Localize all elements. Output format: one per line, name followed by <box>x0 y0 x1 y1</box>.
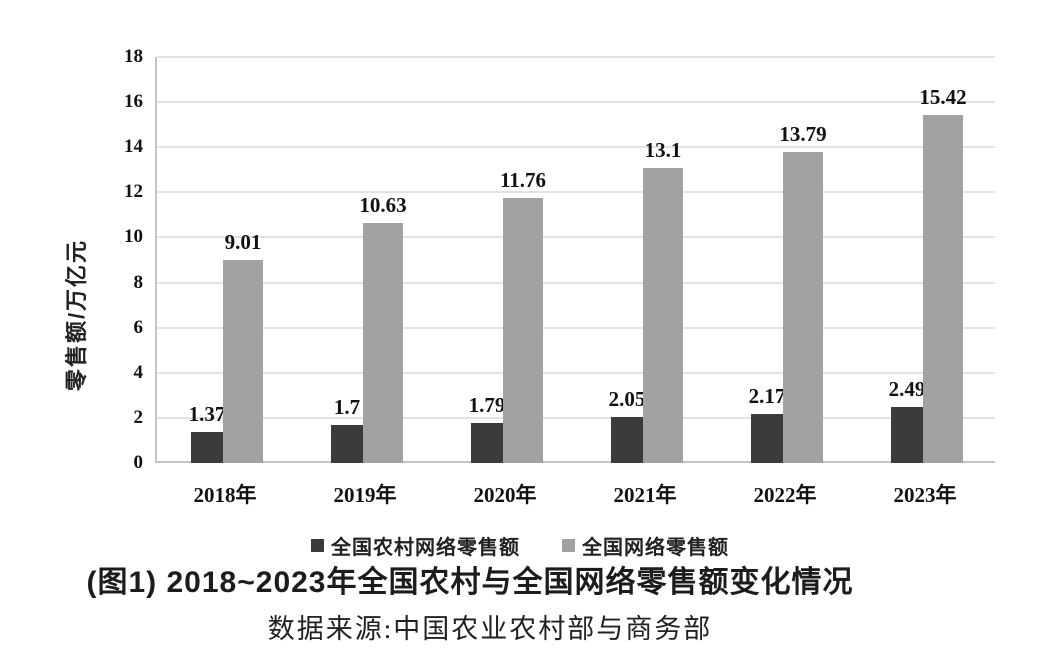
legend-item-全国农村网络零售额: 全国农村网络零售额 <box>311 531 520 560</box>
x-tick-label-2023年: 2023年 <box>893 483 957 507</box>
bar-value-label: 1.37 <box>188 402 226 426</box>
y-tick-label: 6 <box>133 316 144 338</box>
bar-value-label: 2.49 <box>888 377 926 401</box>
bar-全国网络零售额-2018年 <box>223 260 263 463</box>
gridline <box>157 191 995 194</box>
bar-value-label: 10.63 <box>359 193 407 217</box>
x-tick-label-2020年: 2020年 <box>473 483 537 507</box>
x-tick-label-2019年: 2019年 <box>333 483 397 507</box>
y-tick-label: 8 <box>133 271 144 293</box>
y-axis-title-wrap: 零售额/万亿元 <box>52 215 98 415</box>
x-tick-label-2022年: 2022年 <box>753 483 817 507</box>
bar-value-label: 1.79 <box>468 393 506 417</box>
bar-全国网络零售额-2019年 <box>363 223 403 463</box>
legend-swatch-icon <box>562 539 575 552</box>
bar-value-label: 9.01 <box>224 230 262 254</box>
bar-group-2020年: 1.79 11.76 <box>437 57 577 463</box>
bar-全国农村网络零售额-2020年 <box>471 423 503 463</box>
gridline <box>157 101 995 104</box>
bar-全国网络零售额-2022年 <box>783 152 823 463</box>
plot-area: 1.37 9.01 1.7 10.63 1.79 11.76 2.05 13.1 2.17 13.… <box>155 56 997 463</box>
y-tick-label: 4 <box>133 361 144 383</box>
bar-value-label: 2.17 <box>748 384 786 408</box>
bar-value-label: 2.05 <box>608 387 646 411</box>
chart-legend: 全国农村网络零售额 全国网络零售额 <box>0 531 1040 560</box>
bar-value-label: 13.79 <box>779 122 827 146</box>
bar-group-2019年: 1.7 10.63 <box>297 57 437 463</box>
bar-全国网络零售额-2023年 <box>923 115 963 463</box>
bar-group-2023年: 2.49 15.42 <box>857 57 997 463</box>
y-tick-label: 10 <box>124 226 143 248</box>
bar-value-label: 13.1 <box>644 138 682 162</box>
y-tick-label: 2 <box>133 406 144 428</box>
legend-label: 全国农村网络零售额 <box>331 537 520 559</box>
gridline <box>157 326 995 329</box>
gridline <box>157 281 995 284</box>
y-tick-label: 16 <box>124 91 143 113</box>
y-tick-label: 12 <box>124 181 143 203</box>
data-source-note: 数据来源:中国农业农村部与商务部 <box>267 614 713 644</box>
bar-group-2018年: 1.37 9.01 <box>157 57 297 463</box>
y-axis-title: 零售额/万亿元 <box>64 238 89 392</box>
bar-group-2022年: 2.17 13.79 <box>717 57 857 463</box>
bar-group-2021年: 2.05 13.1 <box>577 57 717 463</box>
bar-全国农村网络零售额-2019年 <box>331 425 363 463</box>
gridline <box>157 416 995 419</box>
figure-caption: (图1) 2018~2023年全国农村与全国网络零售额变化情况 <box>86 566 854 599</box>
gridline <box>157 371 995 374</box>
legend-item-全国网络零售额: 全国网络零售额 <box>562 531 729 560</box>
legend-label: 全国网络零售额 <box>582 537 729 559</box>
bar-value-label: 1.7 <box>333 395 361 419</box>
y-tick-label: 0 <box>133 452 144 473</box>
y-tick-label: 14 <box>124 136 143 158</box>
bar-value-label: 15.42 <box>919 85 967 109</box>
x-tick-label-2018年: 2018年 <box>193 483 257 507</box>
bar-全国农村网络零售额-2021年 <box>611 417 643 463</box>
bar-全国农村网络零售额-2023年 <box>891 407 923 463</box>
x-tick-label-2021年: 2021年 <box>613 483 677 507</box>
bar-value-label: 11.76 <box>499 168 547 192</box>
bar-全国农村网络零售额-2018年 <box>191 432 223 463</box>
gridline <box>157 146 995 149</box>
gridline <box>157 56 995 58</box>
legend-swatch-icon <box>311 539 324 552</box>
bar-全国农村网络零售额-2022年 <box>751 414 783 463</box>
bar-全国网络零售额-2021年 <box>643 168 683 463</box>
bar-全国网络零售额-2020年 <box>503 198 543 463</box>
y-tick-label: 18 <box>124 46 143 67</box>
gridline <box>157 236 995 239</box>
